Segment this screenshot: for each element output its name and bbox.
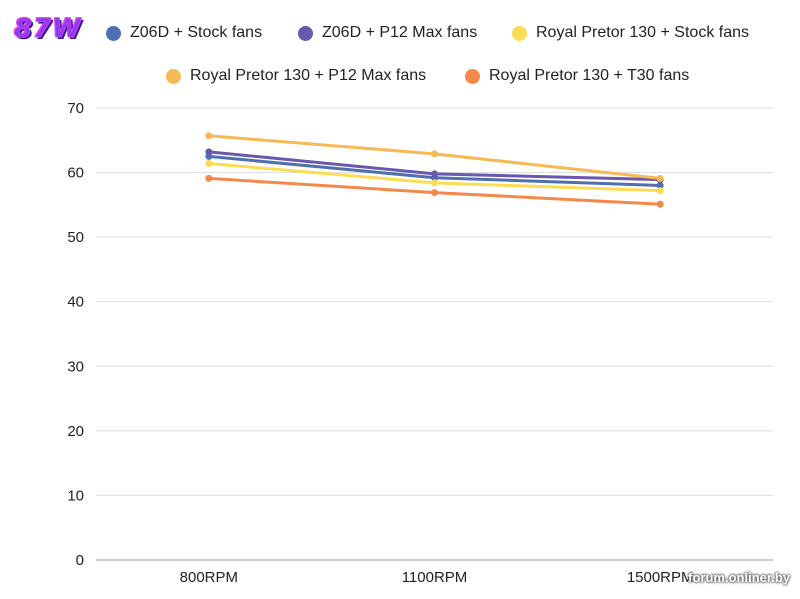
legend-marker-icon	[465, 68, 480, 84]
x-tick-label: 1500RPM	[627, 569, 694, 586]
legend-item[interactable]: Royal Pretor 130 + Stock fans	[512, 24, 749, 42]
legend-label: Royal Pretor 130 + P12 Max fans	[190, 67, 427, 84]
legend-marker-icon	[512, 25, 527, 41]
legend-label: Z06D + P12 Max fans	[322, 24, 478, 41]
data-point[interactable]	[205, 148, 213, 156]
y-tick-label: 50	[67, 229, 84, 246]
data-point[interactable]	[431, 189, 438, 197]
legend-label: Z06D + Stock fans	[130, 24, 263, 41]
legend-item[interactable]: Royal Pretor 130 + P12 Max fans	[166, 67, 426, 85]
y-tick-label: 70	[67, 100, 84, 117]
data-point[interactable]	[431, 179, 438, 187]
legend-marker-icon	[166, 68, 181, 84]
legend-marker-icon	[106, 25, 121, 41]
data-point[interactable]	[205, 160, 213, 168]
legend-item[interactable]: Z06D + Stock fans	[106, 24, 262, 42]
y-tick-label: 40	[67, 294, 84, 311]
y-axis-ticks: 0 10 20 30 40 50 60 70	[67, 100, 84, 569]
data-point[interactable]	[656, 200, 664, 208]
series	[205, 132, 664, 182]
legend-item[interactable]: Royal Pretor 130 + T30 fans	[465, 67, 689, 85]
grid-lines	[96, 107, 773, 561]
series	[205, 160, 664, 195]
logo: 87W	[14, 14, 82, 45]
series-lines	[205, 132, 664, 208]
data-point[interactable]	[656, 187, 664, 195]
y-tick-label: 30	[67, 358, 84, 375]
legend-marker-icon	[298, 25, 313, 41]
y-tick-label: 0	[76, 552, 84, 569]
data-point[interactable]	[205, 174, 213, 182]
data-point[interactable]	[431, 170, 438, 178]
data-point[interactable]	[656, 174, 664, 182]
data-point[interactable]	[656, 181, 664, 189]
legend-label: Royal Pretor 130 + T30 fans	[489, 67, 690, 84]
data-point[interactable]	[431, 150, 438, 158]
x-tick-label: 800RPM	[180, 569, 238, 586]
watermark: forum.onliner.by	[688, 570, 790, 585]
x-tick-label: 1100RPM	[402, 569, 468, 586]
series	[205, 148, 664, 184]
x-axis-ticks: 800RPM 1100RPM 1500RPM	[180, 569, 694, 586]
y-tick-label: 10	[67, 487, 84, 504]
data-point[interactable]	[205, 132, 213, 140]
y-tick-label: 60	[67, 165, 84, 182]
legend-item[interactable]: Z06D + P12 Max fans	[298, 24, 477, 42]
series	[205, 174, 664, 208]
legend-label: Royal Pretor 130 + Stock fans	[536, 24, 749, 41]
chart-legend: Z06D + Stock fans Z06D + P12 Max fans Ro…	[0, 0, 800, 100]
y-tick-label: 20	[67, 423, 84, 440]
